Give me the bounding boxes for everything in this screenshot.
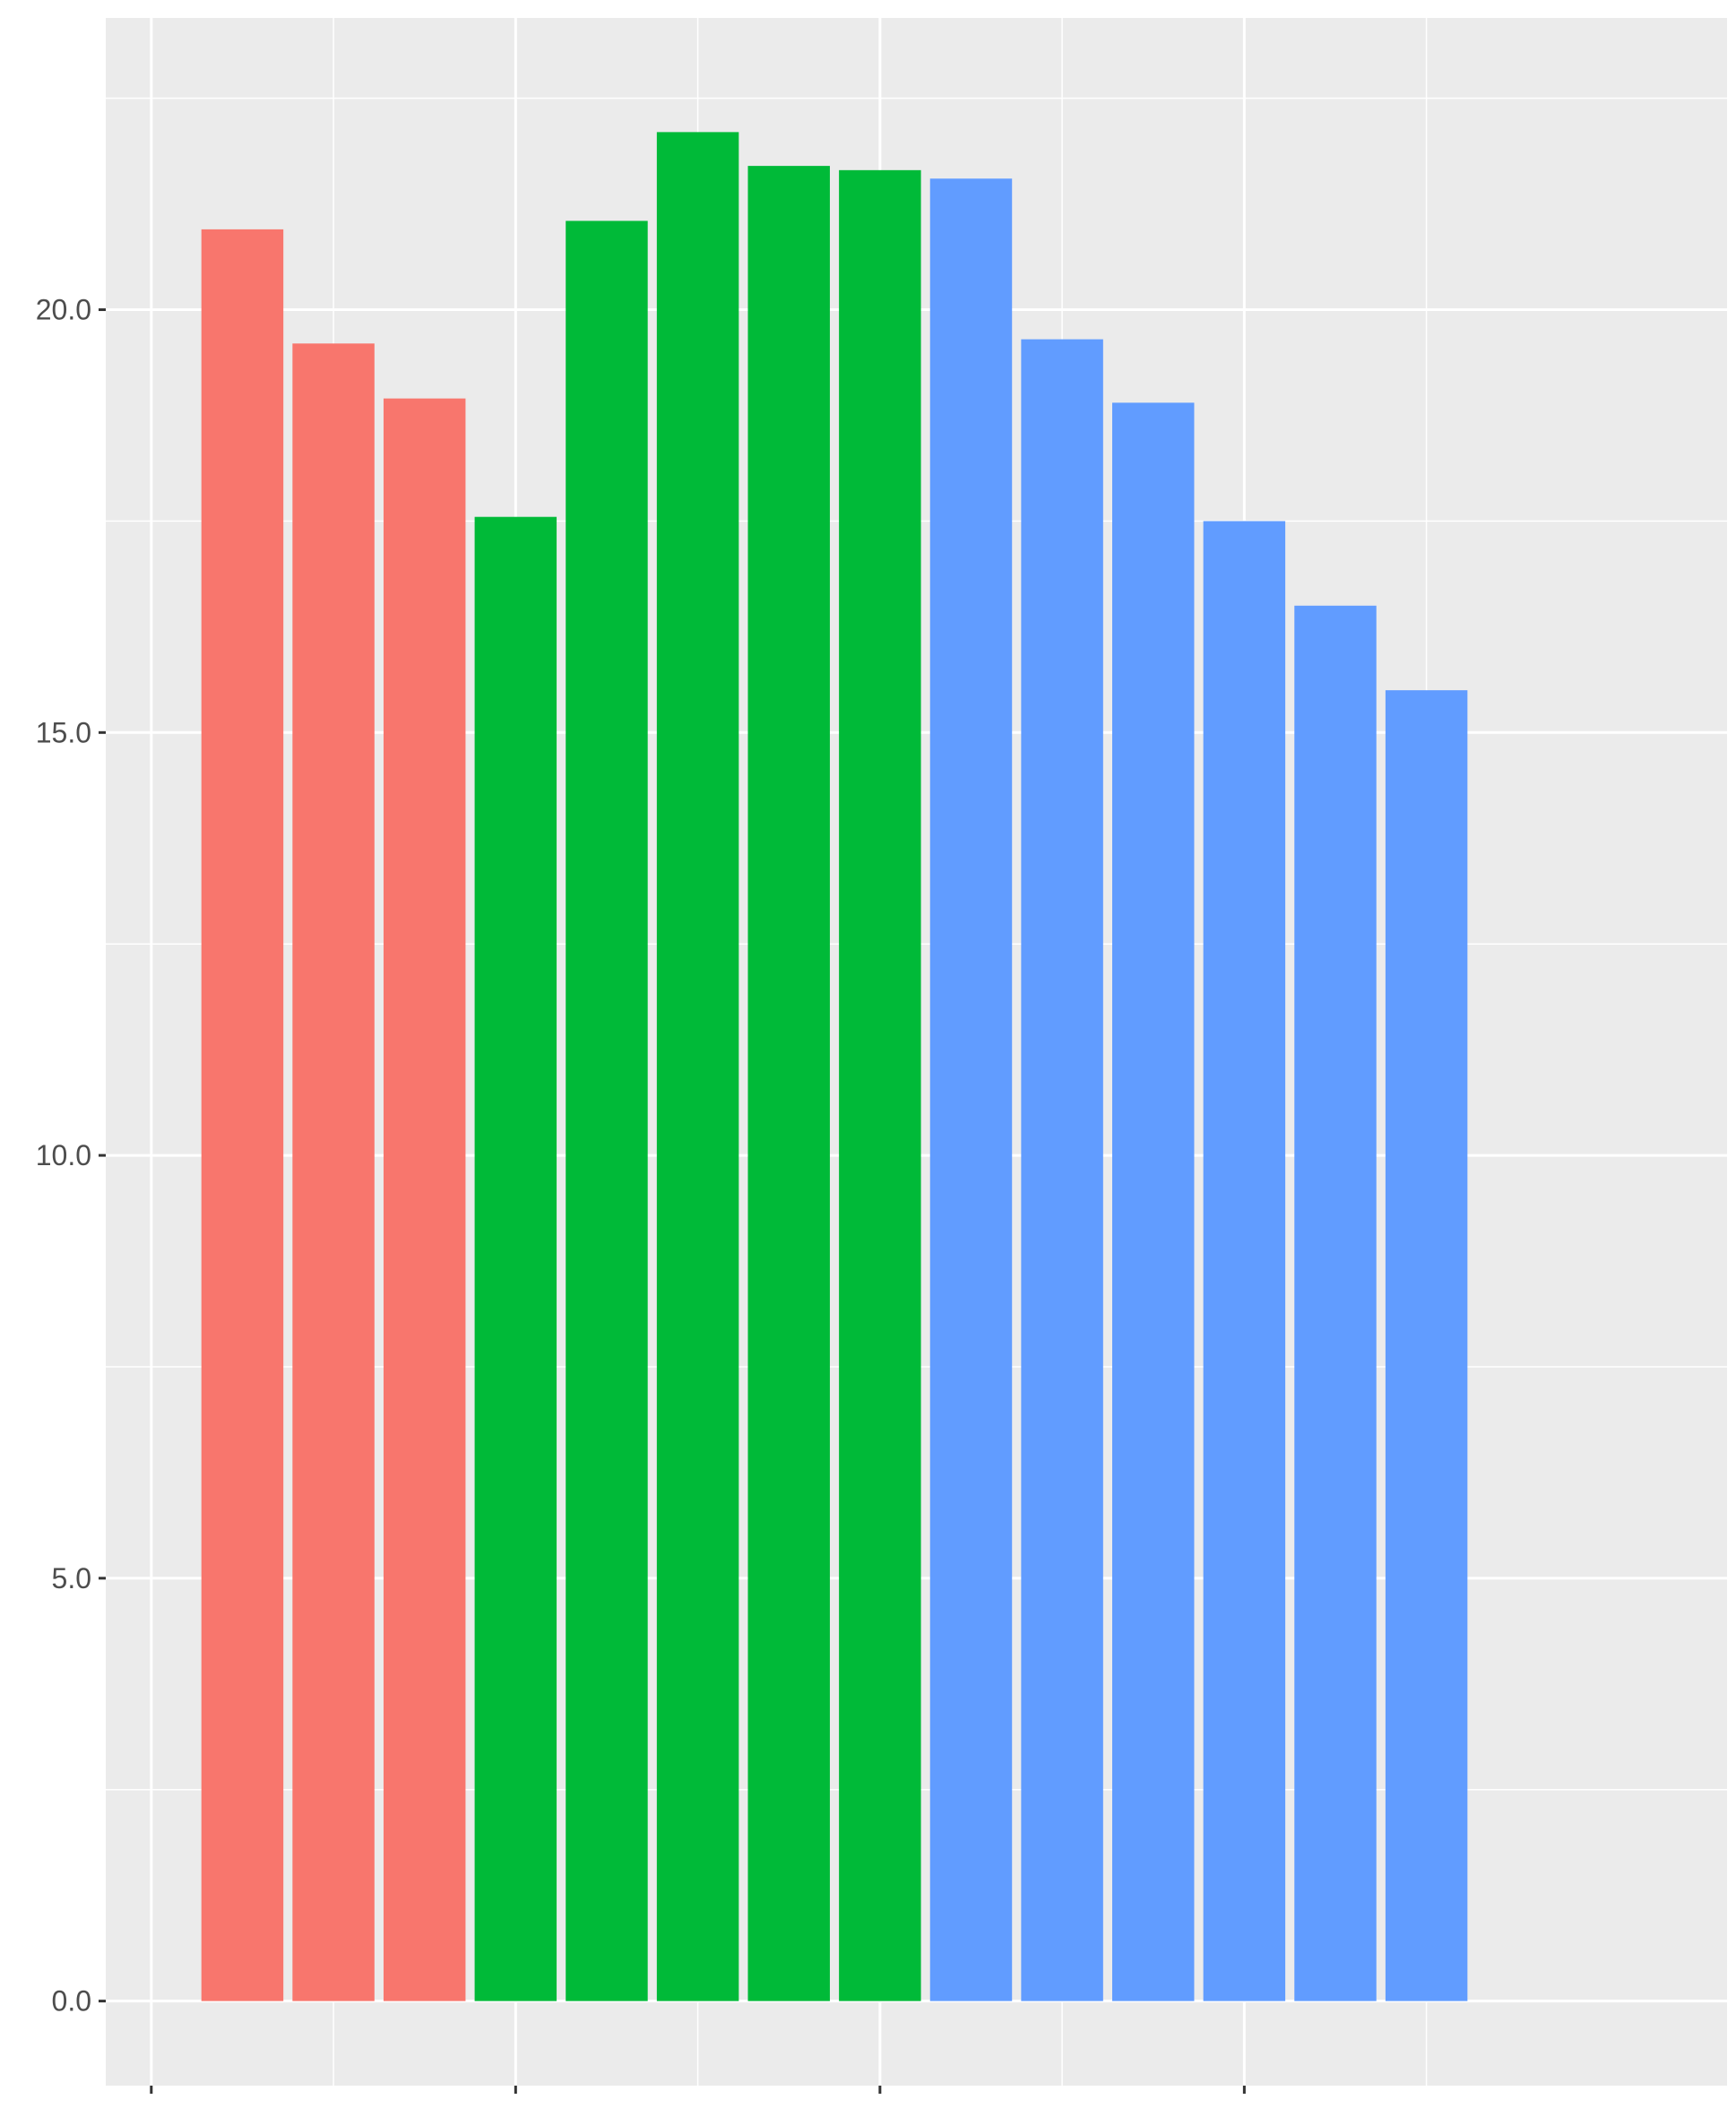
y-axis: 0.0 5.0 10.0 15.0 20.0 <box>36 294 106 2018</box>
bar-5 <box>566 220 648 2001</box>
y-tick-label: 5.0 <box>52 1562 91 1594</box>
bar-3 <box>383 398 466 2001</box>
y-tick-label: 15.0 <box>36 716 91 748</box>
bar-11 <box>1112 402 1195 2001</box>
bar-7 <box>747 166 830 2001</box>
bar-9 <box>929 178 1013 2001</box>
bar-14 <box>1385 690 1468 2001</box>
bar-2 <box>292 343 375 2001</box>
bar-13 <box>1294 605 1377 2001</box>
bar-10 <box>1021 339 1103 2001</box>
y-tick-label: 10.0 <box>36 1139 91 1171</box>
y-tick-label: 20.0 <box>36 294 91 326</box>
x-axis <box>150 2086 1246 2094</box>
bars <box>201 132 1468 2001</box>
bar-8 <box>839 169 921 2001</box>
bar-12 <box>1203 521 1286 2001</box>
bar-4 <box>474 516 557 2001</box>
bar-6 <box>656 132 739 2001</box>
y-tick-label: 0.0 <box>52 1985 91 2018</box>
bar-1 <box>201 229 284 2001</box>
